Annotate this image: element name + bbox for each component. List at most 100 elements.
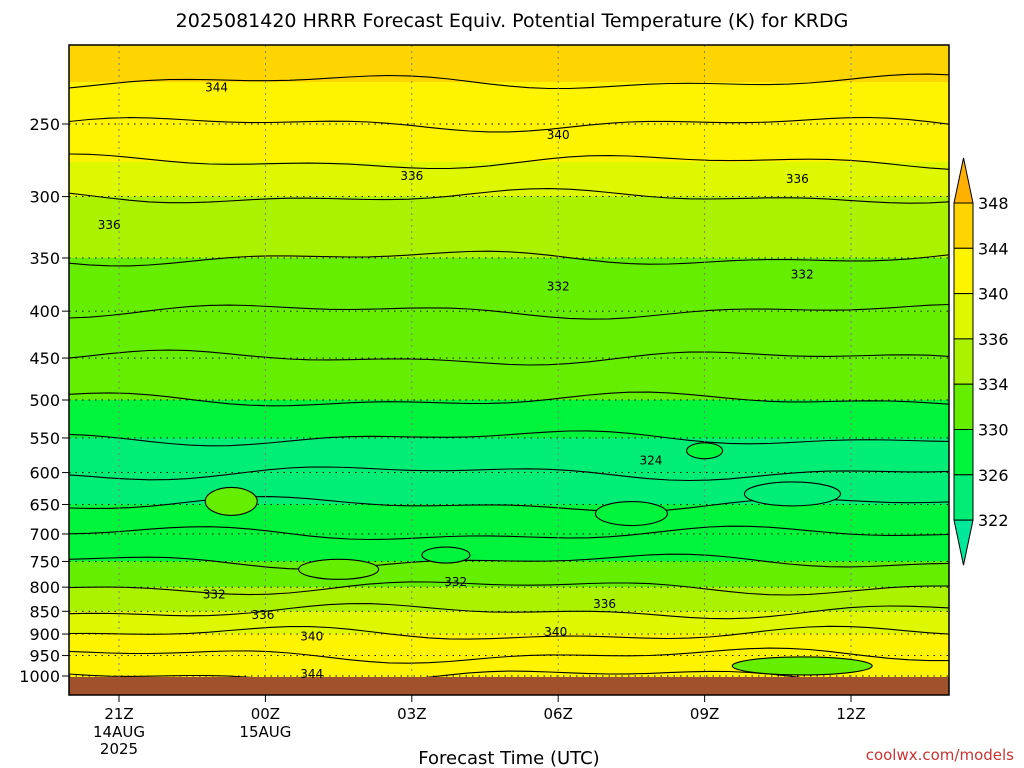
colorbar-arrow-bottom — [953, 519, 974, 566]
x-tick-label: 00Z — [251, 705, 280, 723]
y-tick-label: 500 — [29, 391, 60, 410]
fill-band — [69, 196, 949, 258]
y-tick-label: 600 — [29, 464, 60, 483]
contour-line — [69, 466, 949, 482]
colorbar-segment — [953, 474, 974, 521]
colorbar-tick-label: 348 — [978, 194, 1009, 213]
contour-label: 336 — [98, 218, 121, 232]
contour-label: 332 — [203, 588, 226, 602]
y-tick-label: 800 — [29, 578, 60, 597]
fill-band — [69, 257, 949, 312]
colorbar-segment — [953, 338, 974, 385]
contour-label: 324 — [639, 453, 662, 467]
y-tick-label: 350 — [29, 249, 60, 268]
fill-band — [69, 45, 949, 83]
fill-band — [69, 437, 949, 473]
grid-lines — [69, 45, 949, 695]
colorbar-tick-label: 340 — [978, 285, 1009, 304]
colorbar-segment — [953, 247, 974, 295]
contour-line — [69, 73, 949, 90]
contour-line — [69, 303, 949, 320]
theta-e-fill-layer — [69, 45, 949, 695]
y-tick-label: 450 — [29, 349, 60, 368]
contour-line — [69, 349, 949, 366]
contour-label: 336 — [786, 172, 809, 186]
y-tick-label: 950 — [29, 647, 60, 666]
fill-band — [69, 561, 949, 588]
contour-line — [69, 153, 949, 170]
contour-blob — [686, 442, 724, 460]
contour-label: 336 — [252, 608, 275, 622]
contour-line — [69, 116, 949, 133]
fill-band — [69, 400, 949, 438]
x-tick-label: 03Z — [397, 705, 426, 723]
colorbar-tick-label: 334 — [978, 375, 1009, 394]
colorbar-tick-label: 326 — [978, 466, 1009, 485]
colorbar-segment — [953, 429, 974, 476]
contour-line — [69, 430, 949, 447]
fill-band — [69, 533, 949, 562]
fill-band — [69, 358, 949, 400]
contour-line — [69, 188, 949, 204]
y-tick-label: 850 — [29, 602, 60, 621]
contour-blob — [594, 501, 668, 527]
ground-surface — [69, 677, 949, 695]
y-tick-label: 1000 — [19, 667, 60, 686]
contour-line — [69, 625, 949, 640]
fill-band — [69, 311, 949, 359]
colorbar: 322 326 330 334 336 340 344 348 — [953, 157, 1009, 566]
x-tick-label: 12Z — [836, 705, 865, 723]
y-axis: 250 300 350 400 450 500 550 600 650 700 750 800 850 9… — [19, 115, 69, 686]
y-tick-label: 900 — [29, 625, 60, 644]
x-tick-label: 06Z — [544, 705, 573, 723]
contour-line — [69, 250, 949, 267]
contour-line — [69, 553, 949, 570]
contour-line — [69, 525, 949, 541]
y-tick-label: 250 — [29, 115, 60, 134]
x-tick-date-label: 2025 — [100, 740, 138, 758]
contour-labels: 344 340 336 336 336 332 332 324 332 332 336 336 340 3… — [98, 80, 814, 681]
y-tick-label: 300 — [29, 188, 60, 207]
colorbar-segment — [953, 202, 974, 249]
y-tick-label: 550 — [29, 429, 60, 448]
x-tick-date-label: 14AUG — [93, 723, 145, 741]
chart-title: 2025081420 HRRR Forecast Equiv. Potentia… — [176, 10, 849, 32]
fill-band — [69, 124, 949, 162]
fill-band — [69, 611, 949, 635]
contour-label: 340 — [547, 128, 570, 142]
y-tick-label: 750 — [29, 552, 60, 571]
contour-lines — [69, 73, 949, 685]
contour-blob — [298, 558, 380, 580]
plot-frame — [68, 44, 950, 696]
colorbar-arrow-top — [953, 157, 974, 204]
contour-line — [69, 647, 949, 664]
colorbar-tick-label: 322 — [978, 511, 1009, 530]
y-tick-label: 650 — [29, 495, 60, 514]
contour-blob — [731, 656, 873, 676]
contour-label: 336 — [593, 597, 616, 611]
y-tick-label: 400 — [29, 302, 60, 321]
contour-label: 344 — [300, 667, 323, 681]
colorbar-segment — [953, 293, 974, 340]
contour-blob — [743, 481, 841, 507]
contour-blob — [421, 546, 471, 564]
x-tick-date-label: 15AUG — [239, 723, 291, 741]
y-tick-label: 700 — [29, 525, 60, 544]
contour-blob — [204, 486, 258, 516]
colorbar-segment — [953, 383, 974, 431]
contour-label: 332 — [547, 280, 570, 294]
plot-area — [69, 45, 949, 695]
contour-label: 340 — [300, 629, 323, 643]
contour-label: 332 — [444, 575, 467, 589]
fill-band — [69, 161, 949, 197]
fill-band — [69, 587, 949, 612]
fill-band — [69, 82, 949, 124]
contour-label: 336 — [400, 169, 423, 183]
credit-link[interactable]: coolwx.com/models — [866, 746, 1014, 764]
colorbar-tick-label: 336 — [978, 330, 1009, 349]
contour-line — [69, 391, 949, 407]
contour-label: 344 — [205, 80, 228, 94]
contour-label: 340 — [544, 625, 567, 639]
contour-line — [69, 603, 949, 620]
